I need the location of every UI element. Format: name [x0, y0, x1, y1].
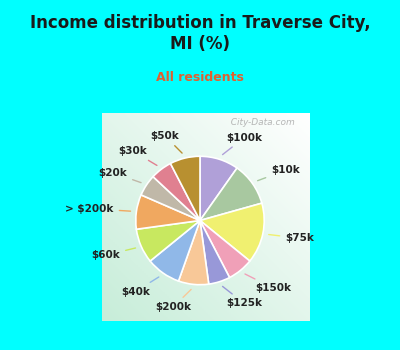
Wedge shape: [141, 177, 200, 220]
Text: $50k: $50k: [151, 131, 182, 153]
Text: $40k: $40k: [121, 277, 159, 296]
Wedge shape: [200, 203, 264, 261]
Text: $125k: $125k: [222, 286, 262, 308]
Text: $150k: $150k: [245, 274, 291, 293]
Wedge shape: [170, 156, 200, 220]
Text: Income distribution in Traverse City,
MI (%): Income distribution in Traverse City, MI…: [30, 14, 370, 53]
Wedge shape: [178, 220, 209, 285]
Wedge shape: [200, 168, 262, 220]
Text: $30k: $30k: [119, 146, 157, 166]
Text: $20k: $20k: [98, 168, 141, 183]
Text: $200k: $200k: [155, 289, 191, 312]
Text: $100k: $100k: [222, 133, 262, 155]
Wedge shape: [150, 220, 200, 281]
Wedge shape: [153, 163, 200, 220]
Text: All residents: All residents: [156, 71, 244, 84]
Wedge shape: [200, 220, 250, 278]
Wedge shape: [200, 220, 230, 284]
Text: $60k: $60k: [92, 248, 136, 260]
Text: $75k: $75k: [269, 233, 314, 243]
Text: > $200k: > $200k: [66, 204, 130, 214]
Wedge shape: [136, 195, 200, 229]
Wedge shape: [200, 156, 237, 220]
Text: $10k: $10k: [258, 165, 300, 181]
Text: City-Data.com: City-Data.com: [225, 118, 294, 127]
Wedge shape: [136, 220, 200, 261]
